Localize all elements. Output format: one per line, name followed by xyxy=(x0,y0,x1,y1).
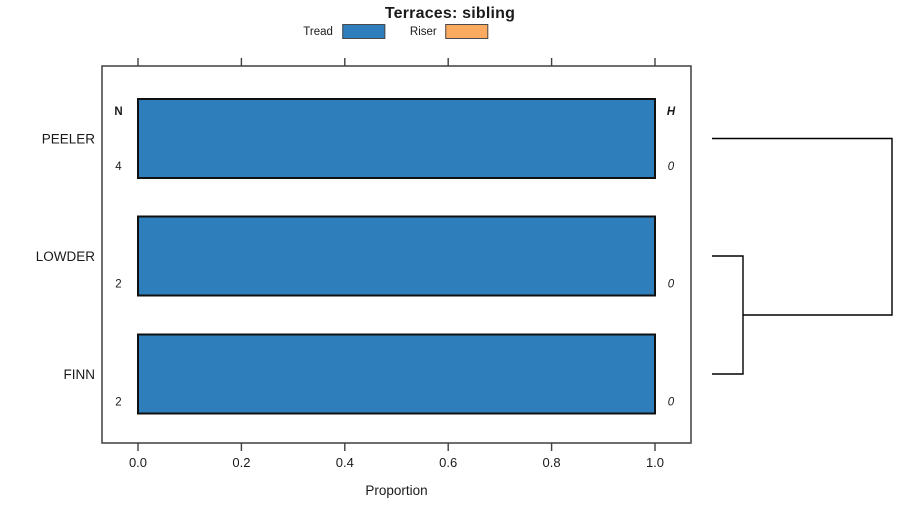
x-tick-label: 0.4 xyxy=(336,455,354,470)
x-tick-label: 0.0 xyxy=(129,455,147,470)
n-header: N xyxy=(114,106,122,118)
x-tick-label: 0.6 xyxy=(439,455,457,470)
category-label: LOWDER xyxy=(36,249,96,264)
legend-swatch-riser xyxy=(445,24,489,39)
bar-tread xyxy=(137,98,656,179)
legend-item-riser: Riser xyxy=(410,24,489,39)
legend-label-riser: Riser xyxy=(409,25,437,38)
chart-title: Terraces: sibling xyxy=(384,5,516,22)
legend: Tread Riser xyxy=(303,24,489,39)
x-axis-label: Proportion xyxy=(365,483,428,498)
h-value: 0 xyxy=(668,397,675,409)
h-header: H xyxy=(667,106,676,118)
n-value: 2 xyxy=(115,397,121,409)
x-tick-label: 0.2 xyxy=(232,455,250,470)
dendrogram xyxy=(712,137,893,375)
n-value: 4 xyxy=(115,161,122,173)
legend-item-tread: Tread xyxy=(303,24,385,39)
category-label: FINN xyxy=(64,367,96,382)
category-label: PEELER xyxy=(42,132,96,147)
plot-frame xyxy=(101,65,692,444)
bar-tread xyxy=(137,333,656,415)
x-tick-label: 1.0 xyxy=(646,455,664,470)
h-value: 0 xyxy=(668,161,675,173)
legend-swatch-tread xyxy=(341,24,385,39)
x-tick-label: 0.8 xyxy=(543,455,561,470)
legend-label-tread: Tread xyxy=(303,25,333,38)
bar-tread xyxy=(137,215,656,297)
n-value: 2 xyxy=(115,279,121,291)
h-value: 0 xyxy=(668,279,675,291)
